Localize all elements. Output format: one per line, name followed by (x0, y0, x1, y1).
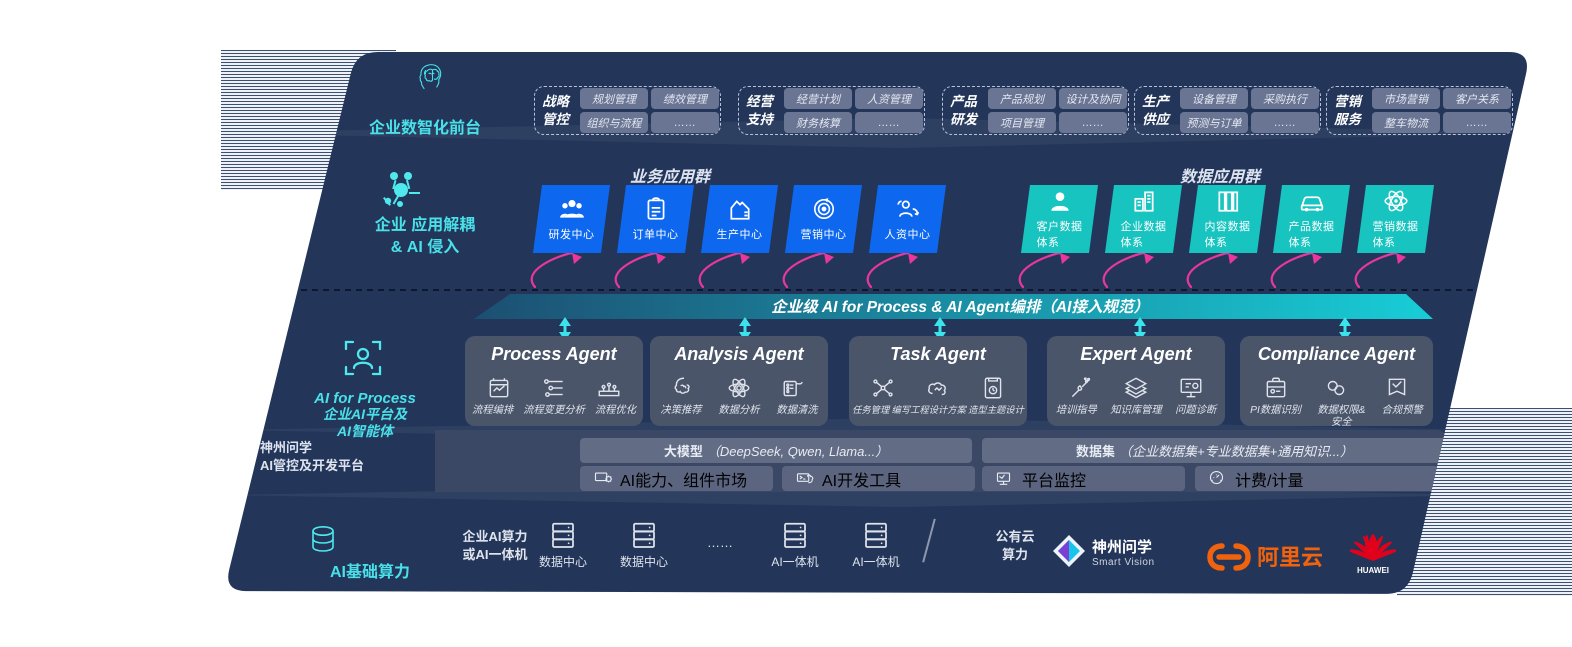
svg-text:企业级 AI for Process & AI Agent编: 企业级 AI for Process & AI Agent编排（AI接入规范） (771, 298, 1149, 316)
svg-text:阿里云: 阿里云 (1257, 540, 1323, 572)
svg-text:HUAWEI: HUAWEI (1357, 566, 1389, 574)
